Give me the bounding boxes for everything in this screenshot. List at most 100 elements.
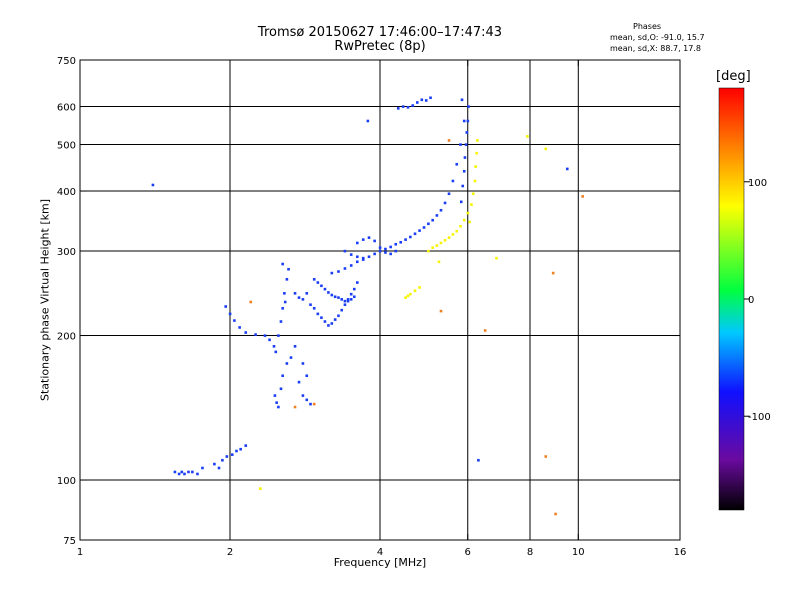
colorbar-tick-label: -100 <box>748 412 771 423</box>
data-point <box>418 229 421 232</box>
colorbar-tick-label: 100 <box>748 178 767 189</box>
data-point <box>254 333 257 336</box>
data-point <box>460 98 464 102</box>
data-point <box>275 401 278 404</box>
data-point <box>431 246 434 249</box>
x-tick-label: 1 <box>77 547 83 558</box>
data-point <box>459 143 462 146</box>
data-point <box>477 458 480 462</box>
data-point <box>373 252 376 256</box>
data-point <box>462 119 466 123</box>
data-point <box>272 345 276 348</box>
data-point <box>301 394 305 397</box>
data-point <box>467 105 470 108</box>
data-point <box>320 284 323 288</box>
y-tick-label: 200 <box>57 332 76 343</box>
data-point <box>283 300 287 304</box>
data-point <box>277 334 280 337</box>
y-tick-label: 300 <box>57 247 76 258</box>
data-point <box>406 106 410 109</box>
data-point <box>337 296 340 299</box>
data-point <box>468 220 471 224</box>
y-tick-label: 400 <box>57 187 76 198</box>
data-point <box>349 292 353 296</box>
data-point <box>355 255 359 259</box>
data-point <box>285 362 289 365</box>
data-point <box>439 309 443 313</box>
data-point <box>221 458 224 462</box>
data-point <box>281 262 284 266</box>
data-point <box>367 236 371 239</box>
data-point <box>316 281 320 284</box>
data-point <box>217 466 221 470</box>
data-point <box>249 300 253 304</box>
data-point <box>411 104 414 107</box>
data-point <box>581 195 584 198</box>
data-point <box>373 239 376 243</box>
data-point <box>384 247 387 251</box>
data-point <box>418 286 421 289</box>
data-point <box>384 251 387 254</box>
data-point <box>389 245 392 249</box>
data-point <box>177 472 181 476</box>
data-point <box>238 326 241 329</box>
data-point <box>312 278 316 281</box>
data-point <box>151 183 155 187</box>
data-point <box>459 224 462 228</box>
data-point <box>301 298 305 301</box>
data-point <box>346 299 350 303</box>
x-tick-label: 6 <box>465 547 471 558</box>
data-point <box>439 208 443 212</box>
data-point <box>352 295 356 299</box>
axis-ticks: 1 2 4 6 8 10 16 75 100 200 300 400 500 600 750 <box>57 56 686 558</box>
data-point <box>495 256 498 260</box>
data-point <box>301 362 305 365</box>
data-point <box>183 472 186 476</box>
data-point <box>439 241 443 245</box>
x-axis-label: Frequency [MHz] <box>333 556 427 569</box>
data-point <box>474 165 477 168</box>
data-point <box>420 98 424 102</box>
data-point <box>544 147 548 151</box>
data-point <box>180 470 184 474</box>
phase-o-stats: mean, sd,O: -91.0, 15.7 <box>610 33 705 42</box>
data-point <box>309 402 312 406</box>
data-point <box>287 267 290 271</box>
data-point <box>399 240 403 244</box>
data-point <box>352 287 356 291</box>
data-point <box>409 292 412 296</box>
data-point <box>330 271 334 275</box>
data-point <box>461 184 465 188</box>
data-point <box>196 472 199 476</box>
data-point <box>281 374 284 378</box>
data-point <box>293 345 297 348</box>
data-point <box>279 320 283 323</box>
y-tick-label: 500 <box>57 141 76 152</box>
data-points <box>151 96 584 516</box>
data-point <box>349 298 353 301</box>
data-point <box>404 296 407 299</box>
data-point <box>297 380 301 384</box>
data-point <box>233 319 236 322</box>
data-point <box>475 151 478 155</box>
colorbar-label: [deg] <box>716 69 751 84</box>
data-point <box>437 260 441 264</box>
data-point <box>404 238 407 241</box>
data-point <box>230 453 234 456</box>
data-point <box>424 99 428 102</box>
data-point <box>361 256 365 260</box>
data-point <box>435 244 439 247</box>
data-point <box>394 249 398 253</box>
data-point <box>340 298 344 301</box>
data-point <box>293 405 297 409</box>
data-point <box>406 294 410 298</box>
phase-label: Phases <box>633 22 662 31</box>
data-point <box>463 156 467 159</box>
data-point <box>451 179 455 183</box>
data-point <box>565 167 569 171</box>
x-tick-label: 16 <box>674 547 687 558</box>
data-point <box>330 293 334 297</box>
data-point <box>466 119 470 123</box>
data-point <box>366 119 370 123</box>
